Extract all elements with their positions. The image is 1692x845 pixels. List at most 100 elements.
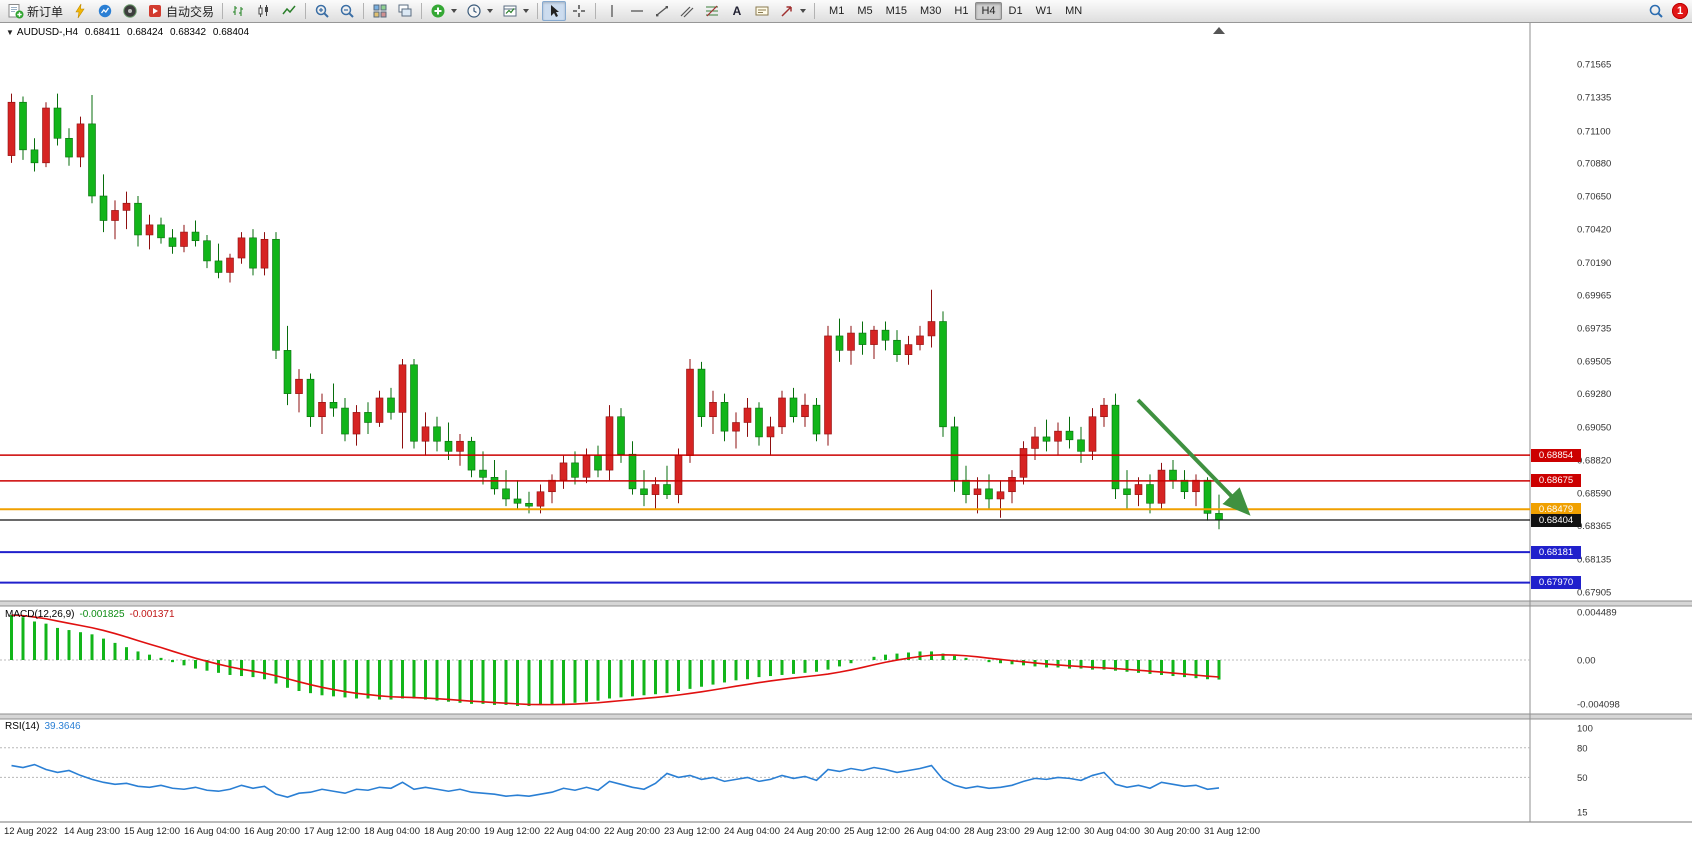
new-order-label: 新订单	[27, 4, 64, 19]
svg-text:0.68820: 0.68820	[1577, 456, 1611, 467]
new-order-button[interactable]: 新订单	[4, 1, 67, 21]
toolbar-separator	[814, 3, 816, 19]
macd-name: MACD(12,26,9)	[5, 609, 75, 620]
svg-text:-0.004098: -0.004098	[1577, 699, 1620, 710]
svg-text:80: 80	[1577, 743, 1588, 754]
line-chart-button[interactable]	[277, 1, 301, 21]
market-depth-button[interactable]	[93, 1, 117, 21]
svg-text:0.69735: 0.69735	[1577, 324, 1611, 335]
horizontal-lines-layer[interactable]	[0, 454, 1530, 584]
chevron-down-icon	[487, 9, 494, 13]
svg-text:30 Aug 04:00: 30 Aug 04:00	[1084, 826, 1140, 837]
templates-button[interactable]	[498, 1, 533, 21]
autotrading-button[interactable]: 自动交易	[143, 1, 218, 21]
macd-histogram	[10, 615, 1221, 706]
svg-text:18 Aug 04:00: 18 Aug 04:00	[364, 826, 420, 837]
timeframe-m15[interactable]: M15	[880, 2, 913, 20]
bar-chart-icon	[233, 6, 244, 16]
toolbar-separator	[363, 3, 365, 19]
svg-text:0.70190: 0.70190	[1577, 258, 1611, 269]
search-button[interactable]	[1644, 1, 1668, 21]
zoom-out-button[interactable]	[335, 1, 359, 21]
timeframe-h1[interactable]: H1	[948, 2, 974, 20]
vertical-line-tool-button[interactable]	[600, 1, 624, 21]
timeframe-d1[interactable]: D1	[1003, 2, 1029, 20]
svg-text:23 Aug 12:00: 23 Aug 12:00	[664, 826, 720, 837]
zoom-out-icon	[340, 4, 354, 18]
horizontal-line-icon	[631, 10, 644, 12]
timeframe-h4[interactable]: H4	[975, 2, 1002, 20]
crosshair-icon	[573, 5, 586, 17]
tile-windows-button[interactable]	[368, 1, 392, 21]
crosshair-button[interactable]	[567, 1, 591, 21]
candlestick-chart-icon	[258, 5, 269, 17]
trend-arrow-annotation[interactable]	[1136, 398, 1251, 516]
timeframe-w1[interactable]: W1	[1030, 2, 1059, 20]
zoom-in-button[interactable]	[310, 1, 334, 21]
quick-trade-button[interactable]	[68, 1, 92, 21]
price-axis-ticks: 0.71565 0.71335 0.71100 0.70880 0.70650 0.704…	[1577, 60, 1620, 819]
svg-text:0.00: 0.00	[1577, 656, 1596, 667]
candlestick-chart-button[interactable]	[252, 1, 276, 21]
horizontal-line-tool-button[interactable]	[625, 1, 649, 21]
svg-text:14 Aug 23:00: 14 Aug 23:00	[64, 826, 120, 837]
main-toolbar: 新订单 自动交易	[0, 0, 1692, 23]
svg-text:24 Aug 04:00: 24 Aug 04:00	[724, 826, 780, 837]
notification-badge[interactable]: 1	[1672, 3, 1688, 19]
candles-layer	[7, 93, 1223, 530]
fibonacci-icon	[706, 5, 719, 17]
market-depth-icon	[98, 4, 112, 18]
timeframe-mn[interactable]: MN	[1059, 2, 1088, 20]
trendline-tool-button[interactable]	[650, 1, 674, 21]
svg-text:30 Aug 20:00: 30 Aug 20:00	[1144, 826, 1200, 837]
toolbar-right-group: 1	[1644, 1, 1688, 21]
toolbar-separator	[537, 3, 539, 19]
text-label-tool-button[interactable]	[750, 1, 774, 21]
periods-button[interactable]	[462, 1, 497, 21]
toolbar-separator	[595, 3, 597, 19]
rsi-line	[11, 763, 1220, 798]
low-value: 0.68342	[169, 27, 207, 38]
cascade-windows-button[interactable]	[393, 1, 417, 21]
timeframe-m1[interactable]: M1	[823, 2, 850, 20]
bar-chart-button[interactable]	[227, 1, 251, 21]
timeframe-m30[interactable]: M30	[914, 2, 947, 20]
cursor-button[interactable]	[542, 1, 567, 21]
svg-text:0.69965: 0.69965	[1577, 290, 1611, 301]
price-line-badge: 0.68854	[1531, 448, 1581, 462]
svg-text:A: A	[733, 4, 742, 18]
toolbar-separator	[222, 3, 224, 19]
arrows-tool-button[interactable]	[775, 1, 810, 21]
svg-text:29 Aug 12:00: 29 Aug 12:00	[1024, 826, 1080, 837]
symbol-collapse-icon[interactable]: ▼	[6, 28, 14, 37]
svg-text:0.68135: 0.68135	[1577, 554, 1611, 565]
data-window-button[interactable]	[118, 1, 142, 21]
macd-main-value: -0.001825	[79, 609, 125, 620]
indicators-icon	[431, 4, 445, 18]
text-tool-button[interactable]: A	[725, 1, 749, 21]
svg-text:0.71100: 0.71100	[1577, 127, 1611, 138]
timeframe-m5[interactable]: M5	[851, 2, 878, 20]
svg-text:31 Aug 12:00: 31 Aug 12:00	[1204, 826, 1260, 837]
chevron-down-icon	[451, 9, 458, 13]
clock-icon	[467, 4, 481, 18]
svg-text:22 Aug 20:00: 22 Aug 20:00	[604, 826, 660, 837]
open-value: 0.68411	[84, 27, 121, 38]
symbol-timeframe-label: AUDUSD-,H4	[16, 27, 79, 38]
svg-text:0.71335: 0.71335	[1577, 93, 1611, 104]
svg-text:50: 50	[1577, 773, 1588, 784]
time-axis[interactable]	[0, 822, 1530, 845]
high-value: 0.68424	[127, 27, 164, 38]
trendline-icon	[656, 6, 669, 17]
fibonacci-tool-button[interactable]	[700, 1, 724, 21]
indicators-button[interactable]	[426, 1, 461, 21]
svg-text:22 Aug 04:00: 22 Aug 04:00	[544, 826, 600, 837]
tile-windows-icon	[373, 4, 387, 18]
channel-tool-button[interactable]	[675, 1, 699, 21]
macd-signal-line	[11, 614, 1220, 706]
text-icon: A	[733, 4, 742, 18]
price-line-badge: 0.68404	[1531, 513, 1581, 527]
price-axis[interactable]	[1530, 23, 1692, 822]
